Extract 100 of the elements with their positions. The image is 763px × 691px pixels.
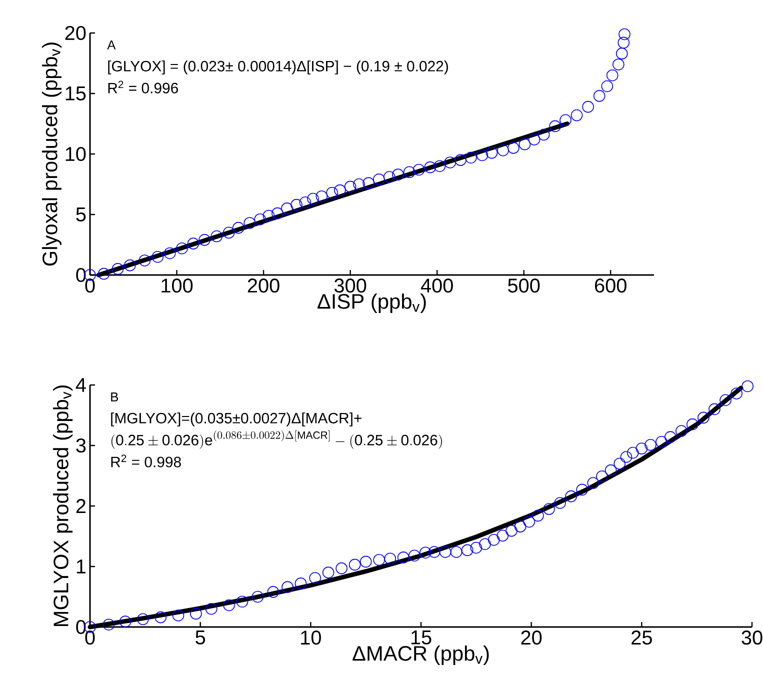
y-tick-label: 3 <box>76 438 86 453</box>
point <box>596 470 608 482</box>
point <box>326 186 338 199</box>
point <box>187 238 200 250</box>
point <box>164 247 176 260</box>
point <box>223 599 235 612</box>
point <box>604 464 617 476</box>
point <box>444 156 456 168</box>
point <box>470 542 482 554</box>
x-tick-label: 500 <box>508 278 540 293</box>
point <box>428 546 440 558</box>
point <box>570 109 583 122</box>
x-tick-label: 0 <box>85 278 95 293</box>
point <box>618 36 630 49</box>
point <box>152 250 164 263</box>
point <box>465 152 477 164</box>
annotation: B <box>111 392 118 402</box>
point <box>348 558 361 571</box>
point <box>222 226 235 239</box>
x-tick-label: 25 <box>632 630 652 645</box>
point <box>538 128 550 141</box>
x-axis-title: ΔISP (ppb$_{v}$) <box>318 293 426 313</box>
point <box>282 581 294 593</box>
point <box>252 590 264 603</box>
x-tick-label: 5 <box>196 630 206 644</box>
point <box>698 412 710 424</box>
point <box>675 425 688 437</box>
x-tick-label: 20 <box>521 630 542 645</box>
point <box>488 534 500 546</box>
point <box>294 578 307 590</box>
annotation: [MGLYOX]=(0.035±0.0027)Δ[MACR]+ <box>111 412 362 426</box>
y-tick-label: 4 <box>76 378 86 392</box>
x-tick-label: 15 <box>411 630 432 644</box>
point <box>384 552 396 565</box>
point <box>528 134 540 146</box>
point <box>496 530 509 542</box>
point <box>626 446 639 459</box>
point <box>616 48 628 60</box>
point <box>518 138 531 150</box>
point <box>316 190 328 202</box>
point <box>461 544 474 556</box>
point <box>336 562 348 574</box>
x-tick-label: 100 <box>162 278 193 293</box>
point <box>636 442 648 454</box>
y-tick-label: 1 <box>76 560 86 574</box>
point <box>620 451 632 463</box>
x-tick-label: 600 <box>595 278 626 293</box>
point <box>244 217 256 229</box>
point <box>486 146 498 159</box>
y-tick-label: 2 <box>76 499 86 513</box>
x-tick-label: 0 <box>85 630 95 645</box>
point <box>576 484 588 496</box>
point <box>612 58 624 70</box>
point <box>299 196 312 208</box>
y-tick-label: 20 <box>65 26 86 40</box>
point <box>424 161 436 174</box>
annotation: A <box>107 40 116 50</box>
point <box>565 490 577 502</box>
point <box>236 596 248 608</box>
point <box>508 142 520 154</box>
x-tick-label: 200 <box>248 278 280 293</box>
point <box>408 550 420 562</box>
point <box>543 503 555 515</box>
point <box>102 618 115 630</box>
point <box>506 524 518 537</box>
y-axis-title: MGLYOX produced (ppb$_{v}$) <box>53 386 73 626</box>
point <box>532 510 544 522</box>
point <box>360 556 372 568</box>
point <box>742 380 754 392</box>
point <box>587 477 600 489</box>
annotation: R$^{2}$ = 0.998 <box>111 454 181 468</box>
point <box>154 611 167 624</box>
point <box>397 552 410 564</box>
point <box>730 388 742 400</box>
point <box>686 418 698 430</box>
x-axis-title: ΔMACR (ppb$_{v}$) <box>352 645 489 665</box>
point <box>708 403 720 416</box>
point <box>198 234 210 246</box>
point <box>412 164 425 176</box>
point <box>420 546 432 558</box>
point <box>434 160 446 172</box>
y-tick-label: 10 <box>66 146 86 162</box>
point <box>450 546 462 558</box>
point <box>664 431 676 443</box>
point <box>322 566 334 578</box>
x-tick-label: 30 <box>742 630 762 645</box>
y-axis-title: Glyoxal produced (ppb$_{v}$) <box>42 42 62 266</box>
point <box>549 120 561 132</box>
point <box>254 213 266 226</box>
point <box>373 554 385 566</box>
point <box>582 100 594 113</box>
point <box>373 174 385 186</box>
point <box>232 222 244 234</box>
point <box>281 202 293 214</box>
point <box>454 154 466 166</box>
point <box>439 546 452 558</box>
point <box>262 210 275 222</box>
point <box>644 439 656 451</box>
point <box>606 69 618 82</box>
point <box>172 610 184 622</box>
